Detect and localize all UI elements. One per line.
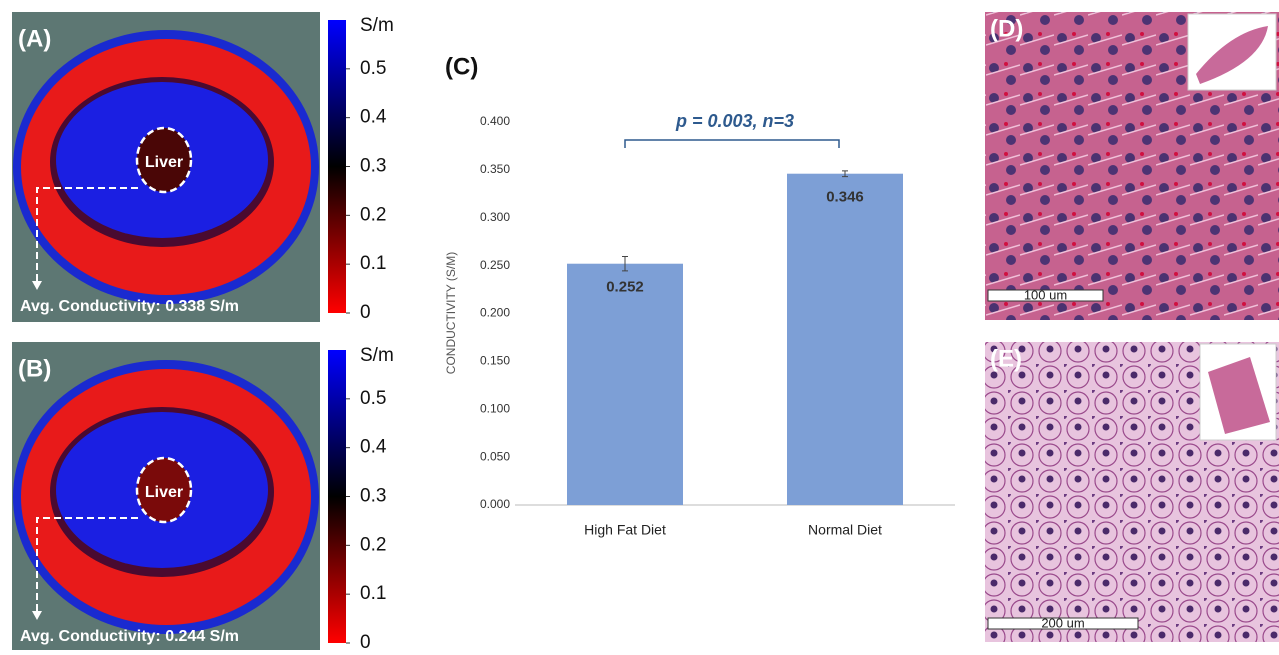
conductivity-maps: (A) Liver Avg. Conductivity: 0.338 S/m S/m 0… — [12, 12, 394, 653]
colorbar-tick-label: 0.3 — [360, 486, 386, 507]
y-tick-label: 0.250 — [480, 258, 510, 272]
liver-region — [135, 456, 193, 524]
bar — [787, 173, 903, 505]
error-bar — [842, 170, 848, 178]
y-tick-label: 0.350 — [480, 162, 510, 176]
scale-bar — [987, 617, 1139, 630]
panel-label: (E) — [990, 345, 1022, 372]
colorbar-tick-label: 0.1 — [360, 253, 386, 274]
y-tick-label: 0.300 — [480, 210, 510, 224]
arrow-head — [32, 611, 42, 620]
y-tick-label: 0.150 — [480, 354, 510, 368]
pointer — [36, 187, 138, 285]
inset-tissue — [1196, 26, 1268, 84]
x-tick-label: Normal Diet — [808, 522, 882, 538]
annotation: p = 0.003, n=3 — [675, 111, 794, 131]
colorbar — [328, 350, 346, 643]
colorbar-tick-label: 0 — [360, 302, 371, 323]
scale-bar-label: 200 um — [1041, 615, 1084, 630]
colorbar-tick-label: 0.5 — [360, 388, 386, 409]
panel-label: (B) — [18, 355, 51, 382]
liver-region — [135, 126, 193, 194]
region-label: Liver — [145, 154, 183, 171]
scale-bar — [987, 289, 1104, 302]
scale-bar-label: 100 um — [1024, 287, 1067, 302]
value-label: 0.346 — [826, 189, 864, 206]
y-tick-label: 0.050 — [480, 449, 510, 463]
caption: Avg. Conductivity: 0.244 S/m — [20, 628, 239, 645]
colorbar-tick-label: 0 — [360, 632, 371, 650]
colorbar-tick-label: 0.4 — [360, 437, 387, 458]
y-tick-label: 0.200 — [480, 306, 510, 320]
region-label: Liver — [145, 484, 183, 501]
histology: (D) 100 um (E) 200 um — [985, 12, 1279, 642]
panel-label: (D) — [990, 15, 1023, 42]
caption: Avg. Conductivity: 0.338 S/m — [20, 298, 239, 315]
y-axis-label: CONDUCTIVITY (S/M) — [444, 252, 458, 374]
colorbar-tick-label: 0.2 — [360, 534, 386, 555]
colorbar-tick-label: 0.5 — [360, 58, 386, 79]
bar-chart: (C) CONDUCTIVITY (S/M) p = 0.003, n=3 0.… — [444, 53, 955, 538]
colorbar-tick-label: 0.4 — [360, 107, 387, 128]
x-tick-label: High Fat Diet — [584, 522, 666, 538]
colorbar-tick-label: 0.2 — [360, 204, 386, 225]
y-tick-label: 0.400 — [480, 114, 510, 128]
pointer — [36, 517, 138, 615]
significance-bracket — [624, 139, 840, 148]
colorbar-unit: S/m — [360, 345, 394, 366]
bar — [567, 263, 683, 505]
panel-label: (A) — [18, 25, 51, 52]
inset-tissue — [1208, 357, 1270, 434]
colorbar — [328, 20, 346, 313]
colorbar-unit: S/m — [360, 15, 394, 36]
y-tick-label: 0.000 — [480, 497, 510, 511]
colorbar-tick-label: 0.3 — [360, 156, 386, 177]
arrow-head — [32, 281, 42, 290]
error-bar — [622, 256, 628, 272]
colorbar-tick-label: 0.1 — [360, 583, 386, 604]
panel-label: (C) — [445, 53, 478, 80]
y-tick-label: 0.100 — [480, 401, 510, 415]
value-label: 0.252 — [606, 279, 644, 296]
